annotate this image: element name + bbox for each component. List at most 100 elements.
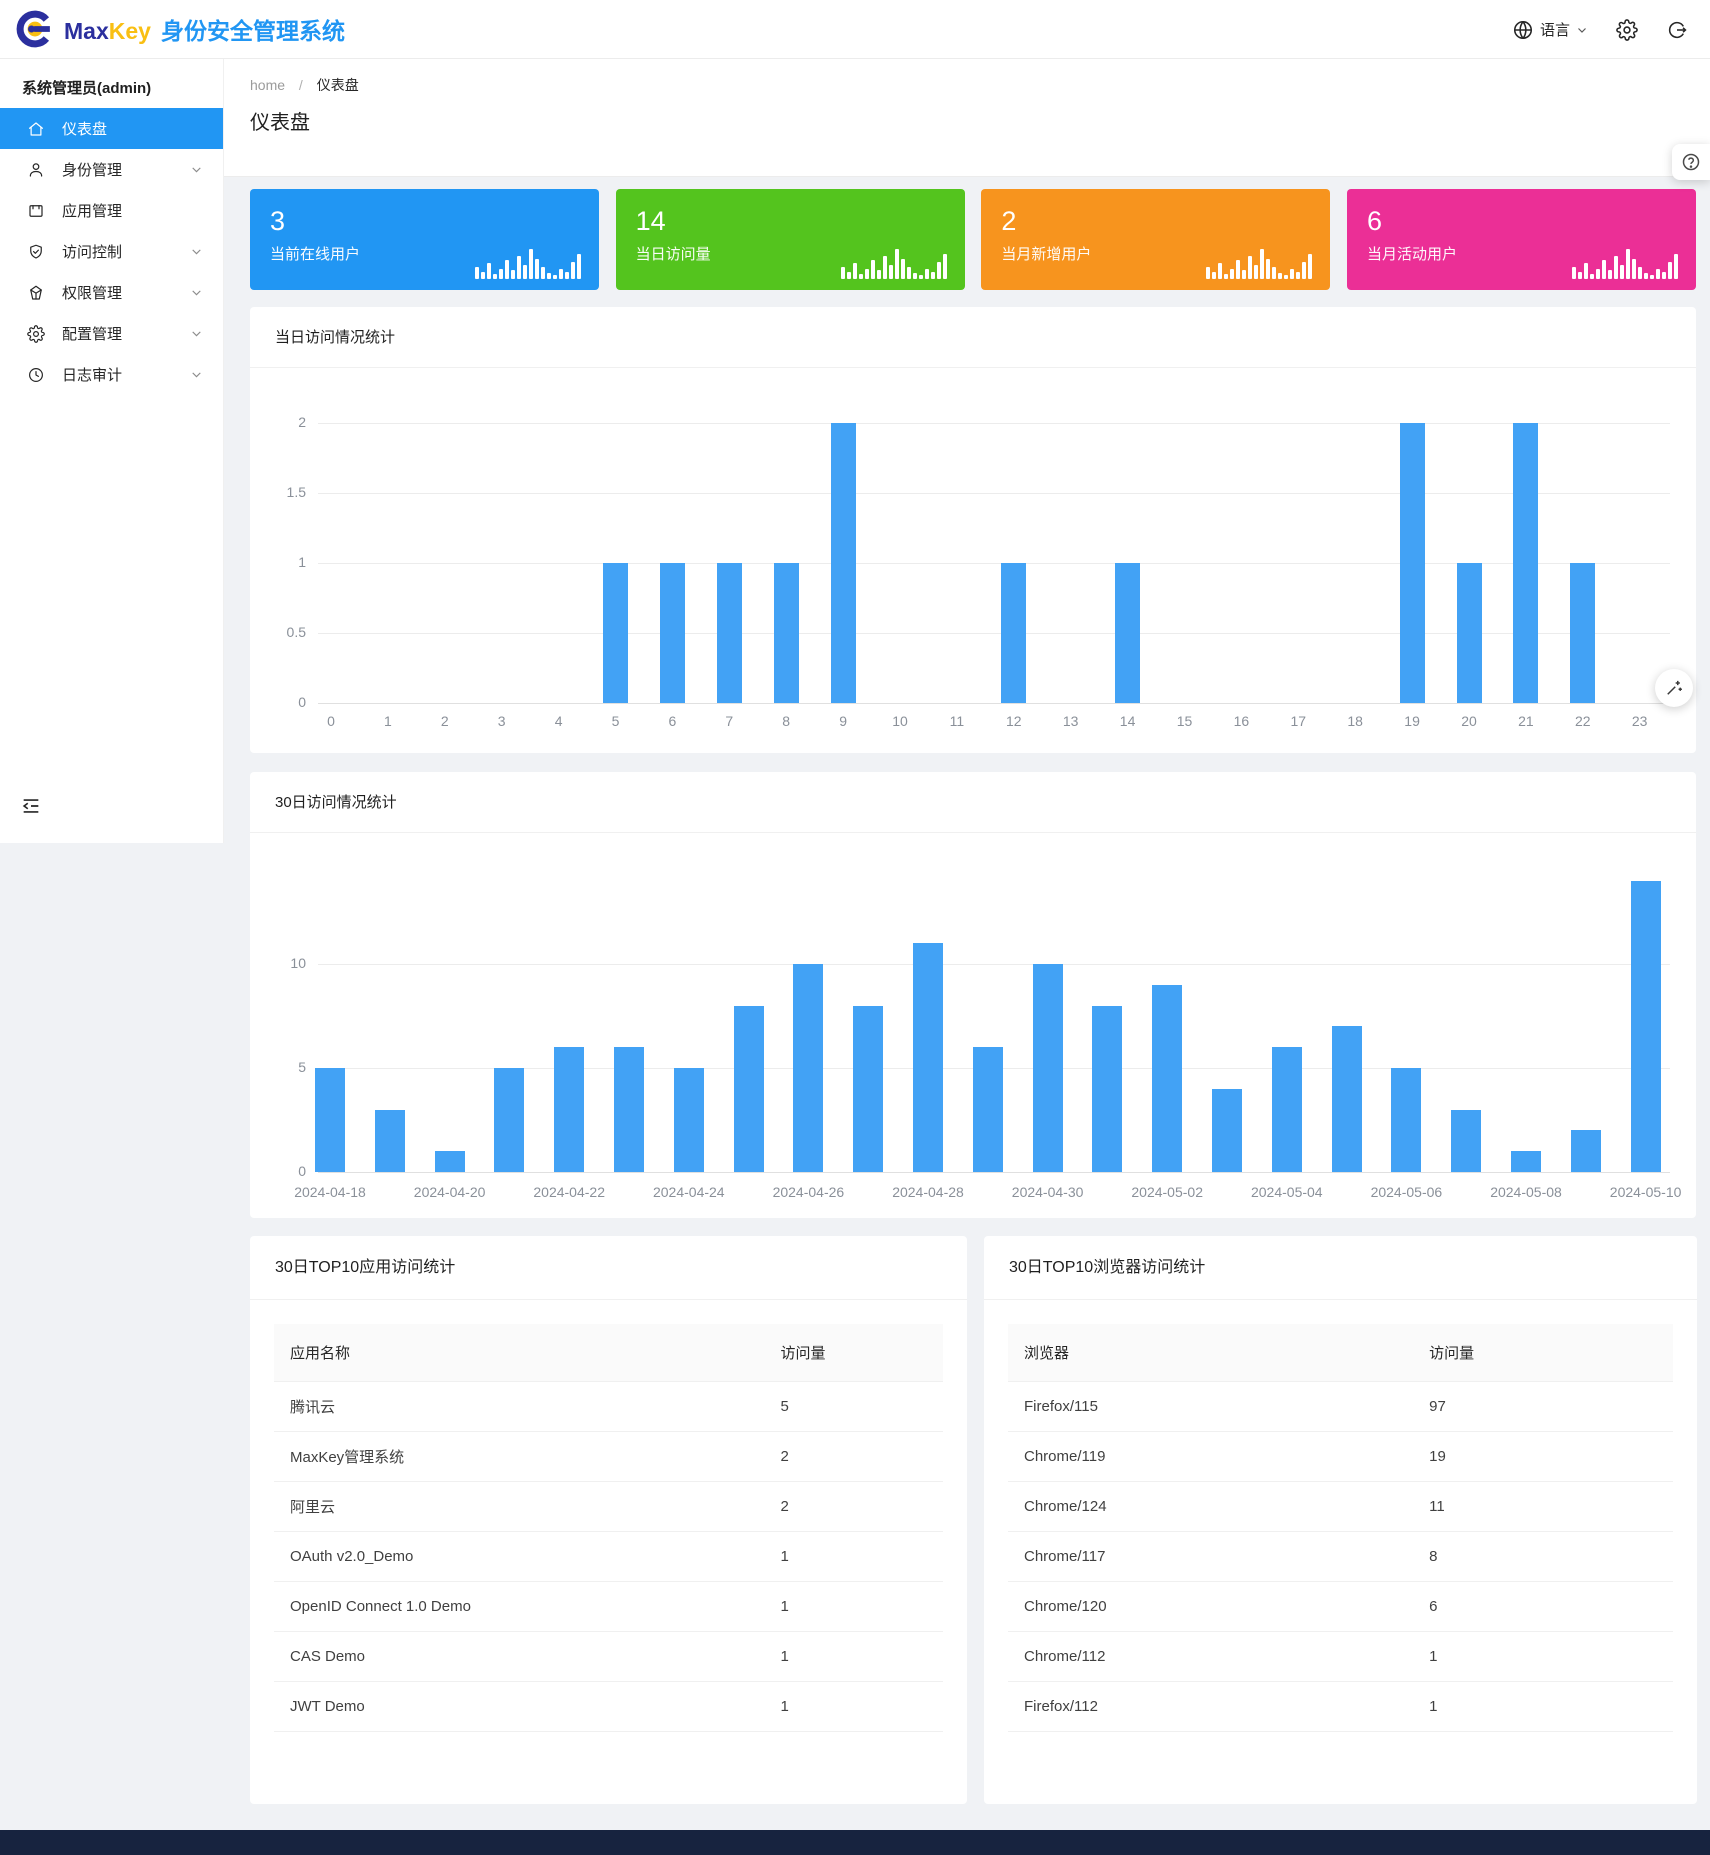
brand-title: MaxKey 身份安全管理系统 [64, 12, 345, 46]
language-switcher[interactable]: 语言 [1512, 19, 1588, 41]
row-value: 5 [780, 1398, 789, 1415]
x-axis-tick: 2024-05-08 [1490, 1184, 1562, 1200]
daily-visits-chart-title: 当日访问情况统计 [250, 307, 1696, 368]
sparkline-chart [1571, 245, 1678, 279]
x-axis-tick: 11 [949, 713, 965, 729]
bar-2024-04-19 [374, 1109, 405, 1172]
bar-2024-04-25 [733, 1005, 764, 1172]
y-axis-tick: 10 [290, 955, 306, 971]
bar-9 [830, 423, 856, 703]
monthly-visits-chart-card: 30日访问情况统计 0 5 10 2024-04-18 2024-04-20 2024-0… [250, 772, 1696, 1218]
row-name: Firefox/112 [1024, 1698, 1098, 1715]
bar-2024-04-27 [853, 1005, 884, 1172]
bar-2024-04-20 [434, 1151, 465, 1172]
row-name: JWT Demo [290, 1698, 365, 1715]
sidebar-item-label: 应用管理 [62, 203, 123, 220]
bar-2024-05-10 [1630, 880, 1661, 1172]
chevron-down-icon [1578, 27, 1586, 33]
sidebar-item-5[interactable]: 配置管理 [0, 313, 223, 354]
bar-2024-05-06 [1391, 1068, 1422, 1172]
sidebar-item-label: 配置管理 [62, 326, 123, 343]
stat-value: 3 [270, 206, 286, 236]
globe-icon [1513, 20, 1533, 39]
sidebar: 系统管理员(admin) 仪表盘 身份管理 应用管理 访问控制 权限管理 配置管理 日志审计 [0, 59, 224, 843]
x-axis-tick: 9 [839, 713, 847, 729]
x-axis-tick: 22 [1575, 713, 1591, 729]
monthly-visits-chart-title: 30日访问情况统计 [250, 772, 1696, 833]
x-axis-tick: 6 [668, 713, 677, 729]
bar-2024-04-22 [554, 1047, 585, 1172]
chevron-down-icon [192, 167, 201, 173]
stat-card-1: 14 当日访问量 [615, 189, 965, 290]
top10-browsers-table-card: 30日TOP10浏览器访问统计 浏览器 访问量 Firefox/115 97 Chrom… [984, 1236, 1697, 1804]
sidebar-item-3[interactable]: 访问控制 [0, 231, 223, 272]
gridline [318, 633, 1670, 634]
bar-2024-04-18 [315, 1068, 345, 1172]
table-row: Chrome/119 19 [1008, 1432, 1673, 1482]
table-row: Firefox/115 97 [1008, 1382, 1673, 1432]
row-value: 11 [1429, 1498, 1445, 1515]
sidebar-item-4[interactable]: 权限管理 [0, 272, 223, 313]
sidebar-item-6[interactable]: 日志审计 [0, 354, 223, 395]
breadcrumb-home-link[interactable]: home [250, 77, 286, 93]
settings-gear-icon[interactable] [1616, 18, 1638, 41]
bar-2024-05-07 [1451, 1109, 1482, 1172]
chart-magic-tool-button[interactable] [1655, 669, 1693, 707]
chevron-down-icon [192, 290, 201, 296]
bar-2024-04-28 [913, 943, 943, 1172]
table-row: OAuth v2.0_Demo 1 [274, 1532, 943, 1582]
top10-browsers-table-title: 30日TOP10浏览器访问统计 [984, 1236, 1697, 1300]
sidebar-item-dashboard[interactable]: 仪表盘 [0, 108, 223, 149]
row-value: 1 [780, 1648, 789, 1665]
x-axis-tick: 18 [1347, 713, 1363, 729]
bar-2024-05-04 [1271, 1047, 1302, 1172]
bar-2024-04-24 [673, 1068, 704, 1172]
x-axis-tick: 2 [440, 713, 449, 729]
table-row: Chrome/124 11 [1008, 1482, 1673, 1532]
bar-7 [716, 563, 742, 703]
breadcrumb: home / 仪表盘 [250, 75, 359, 95]
table-row: Chrome/117 8 [1008, 1532, 1673, 1582]
sparkline-chart [1206, 245, 1313, 279]
row-value: 6 [1429, 1598, 1438, 1615]
gridline [318, 563, 1670, 564]
stat-label: 当日访问量 [635, 246, 711, 263]
history-icon [29, 367, 43, 382]
row-name: Chrome/119 [1024, 1448, 1106, 1465]
sidebar-item-label: 身份管理 [62, 162, 123, 179]
sidebar-item-2[interactable]: 应用管理 [0, 190, 223, 231]
help-button[interactable] [1672, 144, 1710, 180]
logout-icon[interactable] [1666, 19, 1688, 41]
sparkline-chart [840, 245, 947, 279]
home-icon [29, 121, 43, 136]
gridline [318, 423, 1670, 424]
x-axis-tick: 2024-04-22 [533, 1184, 605, 1200]
x-axis-tick: 16 [1233, 713, 1250, 729]
sidebar-item-1[interactable]: 身份管理 [0, 149, 223, 190]
footer-bar [0, 1830, 1710, 1855]
row-name: 阿里云 [290, 1499, 336, 1516]
bar-2024-04-23 [614, 1047, 644, 1172]
sparkline-chart [475, 245, 581, 279]
row-name: MaxKey管理系统 [290, 1449, 405, 1466]
stat-card-3: 6 当月活动用户 [1346, 189, 1696, 290]
menu-collapse-icon[interactable] [20, 795, 42, 817]
x-axis-tick: 2024-04-28 [892, 1184, 964, 1200]
stat-value: 14 [635, 206, 666, 236]
bar-22 [1570, 563, 1596, 703]
page-title: 仪表盘 [250, 112, 310, 134]
x-axis-tick: 14 [1119, 713, 1136, 729]
top10-apps-table-card: 30日TOP10应用访问统计 应用名称 访问量 腾讯云 5 MaxKey管理系统 2 阿里云… [250, 1236, 967, 1804]
y-axis-tick: 0 [298, 1163, 306, 1179]
sidebar-item-label: 仪表盘 [62, 121, 108, 138]
daily-visits-chart-card: 当日访问情况统计 0 0.5 1 1.5 2 0 1 2 3 4 5 6 7 8 9 10 11 12 13 14 15… [250, 307, 1696, 753]
column-header: 浏览器 [1024, 1345, 1070, 1362]
row-value: 1 [1429, 1698, 1438, 1715]
sidebar-item-label: 访问控制 [62, 244, 123, 261]
x-axis-tick: 17 [1290, 713, 1307, 729]
brand-suffix: 身份安全管理系统 [160, 18, 345, 44]
bar-2024-05-01 [1092, 1005, 1123, 1172]
app-icon [29, 204, 43, 217]
stat-cards-row: 3 当前在线用户 14 当日访问量 2 当月新增用户 6 当月活动用户 [250, 189, 1696, 290]
